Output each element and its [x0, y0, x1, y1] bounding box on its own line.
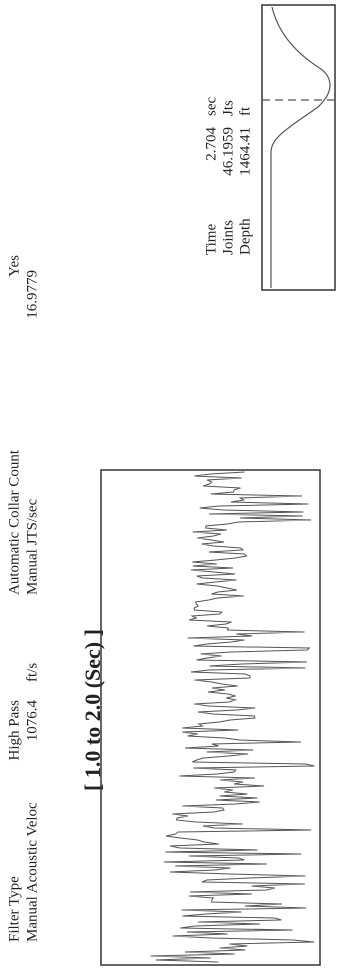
waveform-frame	[100, 469, 321, 966]
label: Manual Acoustic Veloc	[24, 802, 40, 942]
rotated-page: Filter Type High Pass Manual Acoustic Ve…	[6, 4, 336, 966]
label: Filter Type	[6, 876, 22, 942]
unit: Jts	[220, 100, 236, 116]
value: 1076.4	[24, 700, 40, 742]
unit: ft	[237, 106, 253, 116]
label: Time	[203, 224, 219, 255]
label: Depth	[237, 218, 253, 255]
waveform-trace	[150, 471, 315, 963]
value: 46.1959	[220, 127, 236, 176]
value: 1464.41	[237, 127, 253, 176]
label: Joints	[220, 220, 236, 255]
value: 2.704	[203, 127, 219, 161]
value: Yes	[6, 255, 22, 277]
marker-frame	[261, 4, 336, 291]
unit: ft/s	[24, 663, 40, 682]
unit: sec	[203, 97, 219, 116]
marker-trace	[270, 6, 331, 288]
label: Automatic Collar Count	[6, 449, 22, 595]
value: 16.9779	[24, 270, 40, 319]
value: High Pass	[6, 700, 22, 761]
label: Manual JTS/sec	[24, 498, 40, 595]
